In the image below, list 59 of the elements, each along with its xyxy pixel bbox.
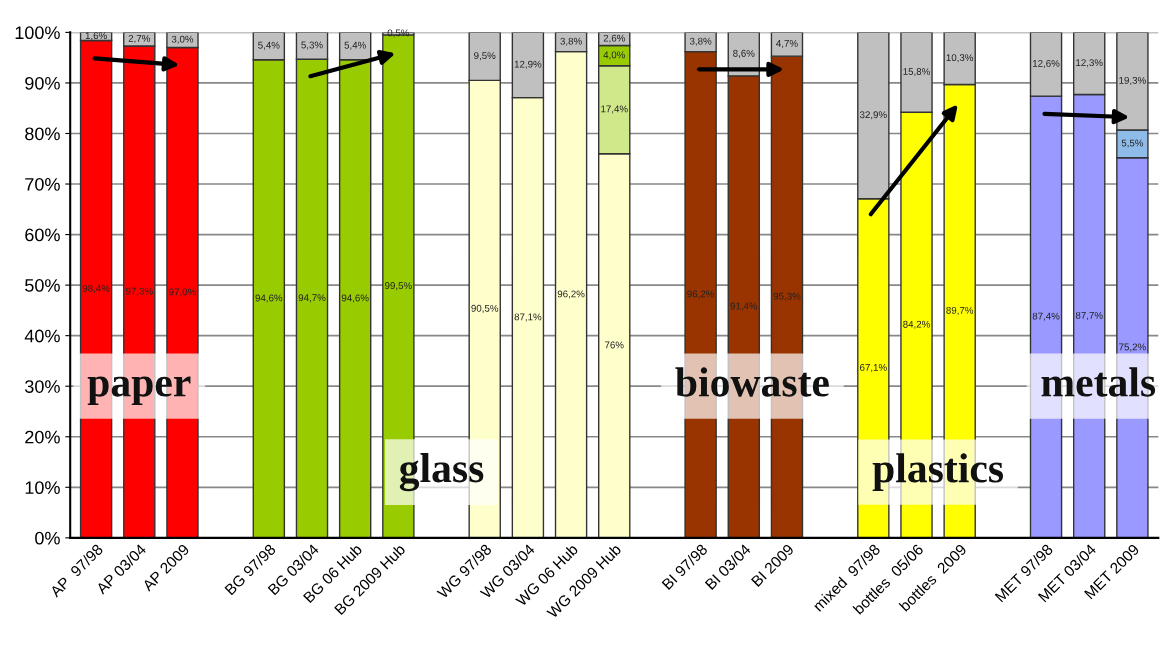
data-label: 94,6%	[341, 294, 369, 303]
data-label: 8,6%	[733, 49, 755, 58]
data-label: 76%	[605, 341, 624, 349]
data-label: 89,7%	[946, 306, 974, 315]
data-label: 9,5%	[474, 52, 496, 61]
data-label: 96,2%	[687, 290, 715, 299]
data-label: 87,7%	[1075, 311, 1103, 320]
y-tick-label: 100%	[15, 26, 60, 40]
annotation: plastics	[872, 453, 1004, 492]
data-label: 84,2%	[903, 320, 930, 329]
annotation: metals	[1041, 367, 1156, 397]
y-tick-label: 0%	[35, 531, 60, 545]
data-label: 87,1%	[514, 313, 542, 322]
y-tick-label: 90%	[25, 76, 60, 90]
data-label: 3,8%	[689, 37, 712, 46]
data-label: 17,4%	[601, 105, 628, 114]
data-label: 67,1%	[860, 363, 887, 373]
annotation: glass	[399, 453, 484, 492]
data-label: 1,6%	[85, 32, 107, 41]
data-label: 0,5%	[387, 29, 410, 38]
data-label: 75,2%	[1119, 343, 1146, 352]
data-label: 15,8%	[903, 68, 930, 77]
y-tick-label: 20%	[25, 430, 60, 444]
y-tick-label: 10%	[25, 481, 60, 495]
data-label: 94,6%	[255, 294, 283, 303]
data-label: 12,9%	[514, 60, 542, 69]
data-label: 87,4%	[1032, 312, 1060, 321]
annotation: paper	[87, 376, 191, 406]
data-label: 91,4%	[730, 302, 758, 311]
data-label: 97,0%	[169, 288, 196, 297]
y-tick-label: 50%	[25, 279, 60, 292]
data-label: 10,3%	[946, 54, 974, 63]
data-label: 5,3%	[301, 41, 323, 50]
data-label: 12,3%	[1076, 59, 1103, 68]
y-tick-label: 80%	[25, 127, 60, 141]
data-label: 3,8%	[560, 37, 582, 46]
y-tick-label: 30%	[25, 380, 60, 393]
data-label: 12,6%	[1032, 59, 1060, 68]
data-label: 98,4%	[82, 284, 110, 293]
data-label: 4,7%	[776, 40, 798, 49]
data-label: 2,7%	[128, 34, 151, 43]
data-label: 4,0%	[603, 51, 625, 60]
y-tick-label: 70%	[25, 177, 60, 191]
data-label: 5,5%	[1121, 139, 1144, 148]
y-tick-label: 60%	[25, 228, 60, 242]
data-label: 3,0%	[171, 35, 194, 44]
data-label: 90,5%	[471, 304, 499, 313]
data-label: 5,4%	[258, 41, 280, 50]
data-label: 96,2%	[557, 290, 585, 299]
data-label: 94,7%	[298, 294, 326, 303]
data-label: 19,3%	[1119, 76, 1146, 85]
data-label: 97,3%	[125, 287, 153, 296]
y-tick-label: 40%	[24, 329, 60, 343]
annotation: biowaste	[675, 367, 829, 397]
data-label: 2,6%	[603, 34, 625, 43]
data-label: 32,9%	[859, 111, 887, 120]
data-label: 99,5%	[385, 282, 412, 291]
data-label: 5,4%	[344, 41, 366, 50]
data-label: 95,3%	[773, 292, 801, 301]
